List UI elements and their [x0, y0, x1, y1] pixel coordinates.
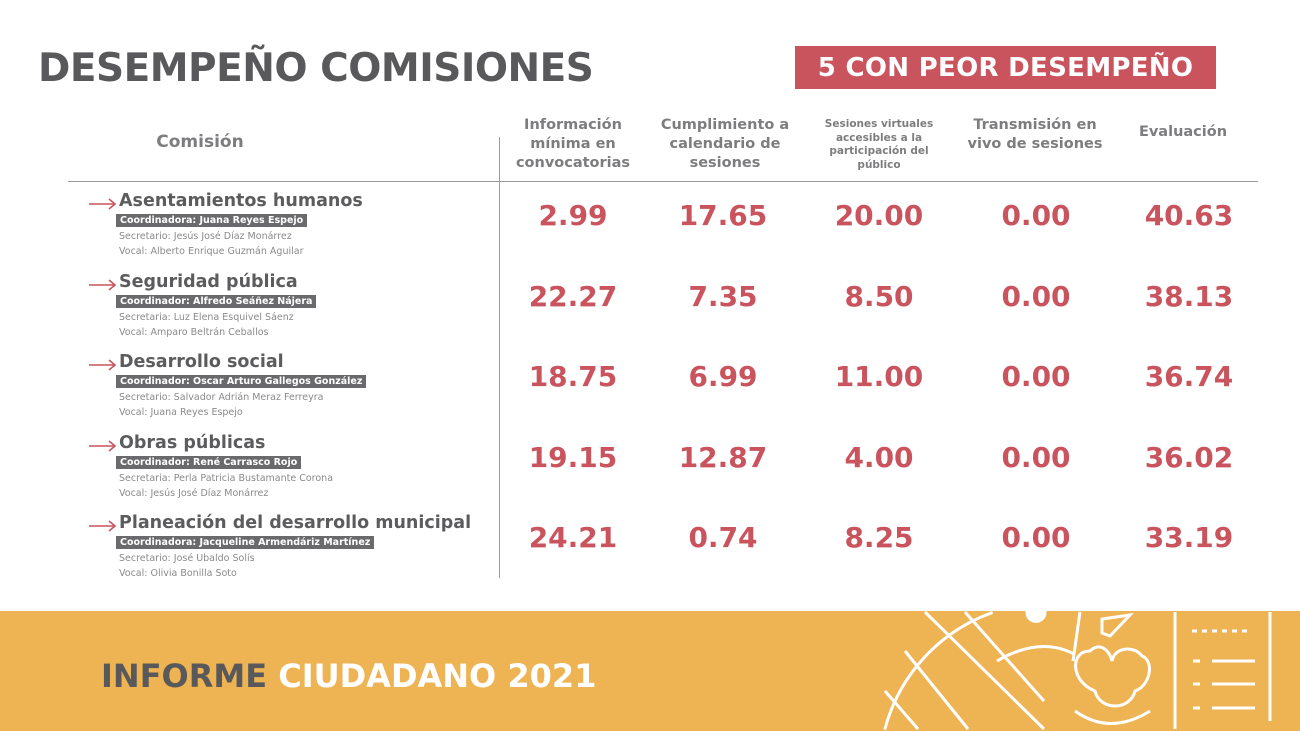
arrow-icon [89, 197, 117, 211]
header-cumplimiento: Cumplimiento a calendario de sesiones [660, 117, 790, 171]
value-evaluacion: 36.02 [1144, 440, 1234, 474]
header-transmision: Transmisión en vivo de sesiones [967, 117, 1103, 152]
value-cumplimiento: 0.74 [688, 521, 758, 554]
arrow-icon [89, 519, 117, 533]
header-evaluacion: Evaluación [1138, 124, 1228, 140]
footer-informe: INFORME [101, 657, 268, 695]
value-virtuales: 8.50 [844, 279, 914, 313]
coordinator: Coordinadora: Juana Reyes Espejo [116, 214, 308, 227]
commission-name: Seguridad pública [119, 271, 298, 292]
value-cumplimiento: 12.87 [678, 440, 768, 474]
table-row: Desarrollo social Coordinador: Oscar Art… [0, 352, 1300, 432]
arrow-icon [89, 358, 117, 372]
value-evaluacion: 33.19 [1144, 521, 1234, 554]
value-cumplimiento: 17.65 [678, 199, 768, 232]
value-info: 18.75 [528, 360, 618, 393]
value-virtuales: 4.00 [844, 440, 914, 474]
commission-name: Obras públicas [119, 432, 266, 453]
value-evaluacion: 40.63 [1144, 199, 1234, 232]
arrow-icon [89, 278, 117, 292]
value-virtuales: 20.00 [834, 199, 924, 232]
vocal: Vocal: Juana Reyes Espejo [119, 407, 243, 418]
value-cumplimiento: 6.99 [688, 360, 758, 393]
secretary: Secretario: Jesús José Díaz Monárrez [119, 231, 292, 242]
table-row: Seguridad pública Coordinador: Alfredo S… [0, 272, 1300, 352]
value-info: 22.27 [528, 279, 618, 313]
civic-illustration-icon [883, 611, 1272, 731]
vocal: Vocal: Olivia Bonilla Soto [119, 568, 237, 579]
value-info: 24.21 [528, 521, 618, 554]
value-evaluacion: 38.13 [1144, 279, 1234, 313]
vocal: Vocal: Amparo Beltrán Ceballos [119, 326, 269, 338]
coordinator: Coordinador: Oscar Arturo Gallegos Gonzá… [116, 375, 367, 388]
value-transmision: 0.00 [1001, 199, 1071, 232]
footer-banner: INFORME CIUDADANO 2021 [0, 611, 1300, 731]
value-info: 2.99 [538, 199, 608, 232]
commission-name: Planeación del desarrollo municipal [119, 513, 472, 533]
secretary: Secretaria: Perla Patricia Bustamante Co… [119, 472, 334, 484]
value-transmision: 0.00 [1001, 521, 1071, 554]
value-evaluacion: 36.74 [1144, 360, 1234, 393]
value-transmision: 0.00 [1001, 360, 1071, 393]
header-comision: Comisión [156, 132, 244, 152]
column-divider [499, 137, 500, 578]
value-info: 19.15 [528, 440, 618, 474]
vocal: Vocal: Jesús José Díaz Monárrez [119, 487, 269, 499]
secretary: Secretario: José Ubaldo Solís [119, 553, 255, 564]
coordinator: Coordinador: Alfredo Seáñez Nájera [116, 294, 317, 308]
table-row: Obras públicas Coordinador: René Carrasc… [0, 433, 1300, 513]
value-transmision: 0.00 [1001, 440, 1071, 474]
value-cumplimiento: 7.35 [688, 279, 758, 313]
table-row: Asentamientos humanos Coordinadora: Juan… [0, 191, 1300, 271]
header-virtuales: Sesiones virtuales accesibles a la parti… [824, 118, 934, 171]
worst-performance-badge: 5 CON PEOR DESEMPEÑO [795, 46, 1216, 89]
header-divider [68, 181, 1258, 182]
page-title: DESEMPEÑO COMISIONES [38, 46, 594, 91]
vocal: Vocal: Alberto Enrique Guzmán Aguilar [119, 246, 304, 257]
value-virtuales: 8.25 [844, 521, 914, 554]
footer-title: INFORME CIUDADANO 2021 [101, 657, 596, 695]
coordinator: Coordinador: René Carrasco Rojo [116, 455, 302, 469]
coordinator: Coordinadora: Jacqueline Armendáriz Mart… [116, 536, 375, 549]
footer-ciudadano: CIUDADANO 2021 [278, 657, 597, 695]
header-info: Información mínima en convocatorias [515, 117, 631, 171]
secretary: Secretario: Salvador Adrián Meraz Ferrey… [119, 392, 324, 403]
table-row: Planeación del desarrollo municipal Coor… [0, 513, 1300, 593]
arrow-icon [89, 439, 117, 453]
secretary: Secretaria: Luz Elena Esquivel Sáenz [119, 311, 294, 323]
commission-name: Desarrollo social [119, 352, 284, 372]
value-transmision: 0.00 [1001, 279, 1071, 313]
commission-name: Asentamientos humanos [119, 191, 363, 211]
value-virtuales: 11.00 [834, 360, 924, 393]
